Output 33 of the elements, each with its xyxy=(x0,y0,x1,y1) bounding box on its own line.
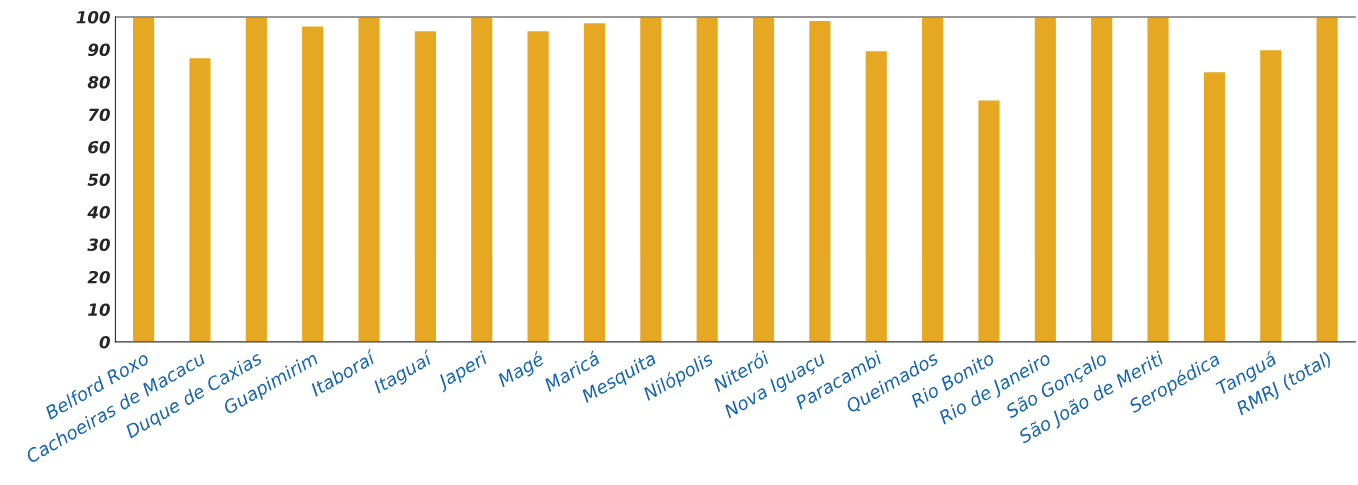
y-tick-label: 60 xyxy=(88,140,110,154)
bar xyxy=(1202,70,1227,342)
bar xyxy=(695,16,720,342)
bar xyxy=(1089,16,1114,342)
bar xyxy=(413,29,438,342)
bar xyxy=(751,16,776,342)
y-tick-label: 70 xyxy=(88,108,110,122)
y-tick-label: 100 xyxy=(76,10,110,24)
bar xyxy=(638,16,663,342)
bar xyxy=(357,16,382,342)
y-tick-label: 90 xyxy=(88,43,110,57)
bar xyxy=(187,56,212,342)
y-tick-label: 40 xyxy=(87,205,110,219)
bar xyxy=(864,49,889,342)
bar xyxy=(1315,16,1340,342)
y-tick-label: 10 xyxy=(88,303,110,316)
bar xyxy=(526,29,551,342)
bar xyxy=(131,16,156,342)
bar xyxy=(469,16,494,342)
bar xyxy=(976,99,1001,342)
bar xyxy=(582,21,607,342)
bar xyxy=(920,16,945,342)
bar xyxy=(300,25,325,342)
y-tick-label: 50 xyxy=(87,173,110,187)
bar xyxy=(807,19,832,342)
y-tick-label: 20 xyxy=(87,270,110,284)
bar xyxy=(1146,16,1171,342)
y-tick-label: 30 xyxy=(87,238,110,252)
y-tick-label: 0 xyxy=(99,335,110,349)
bar xyxy=(1258,48,1283,342)
bar xyxy=(1033,16,1058,342)
bar xyxy=(244,16,269,342)
y-tick-label: 80 xyxy=(87,75,110,89)
